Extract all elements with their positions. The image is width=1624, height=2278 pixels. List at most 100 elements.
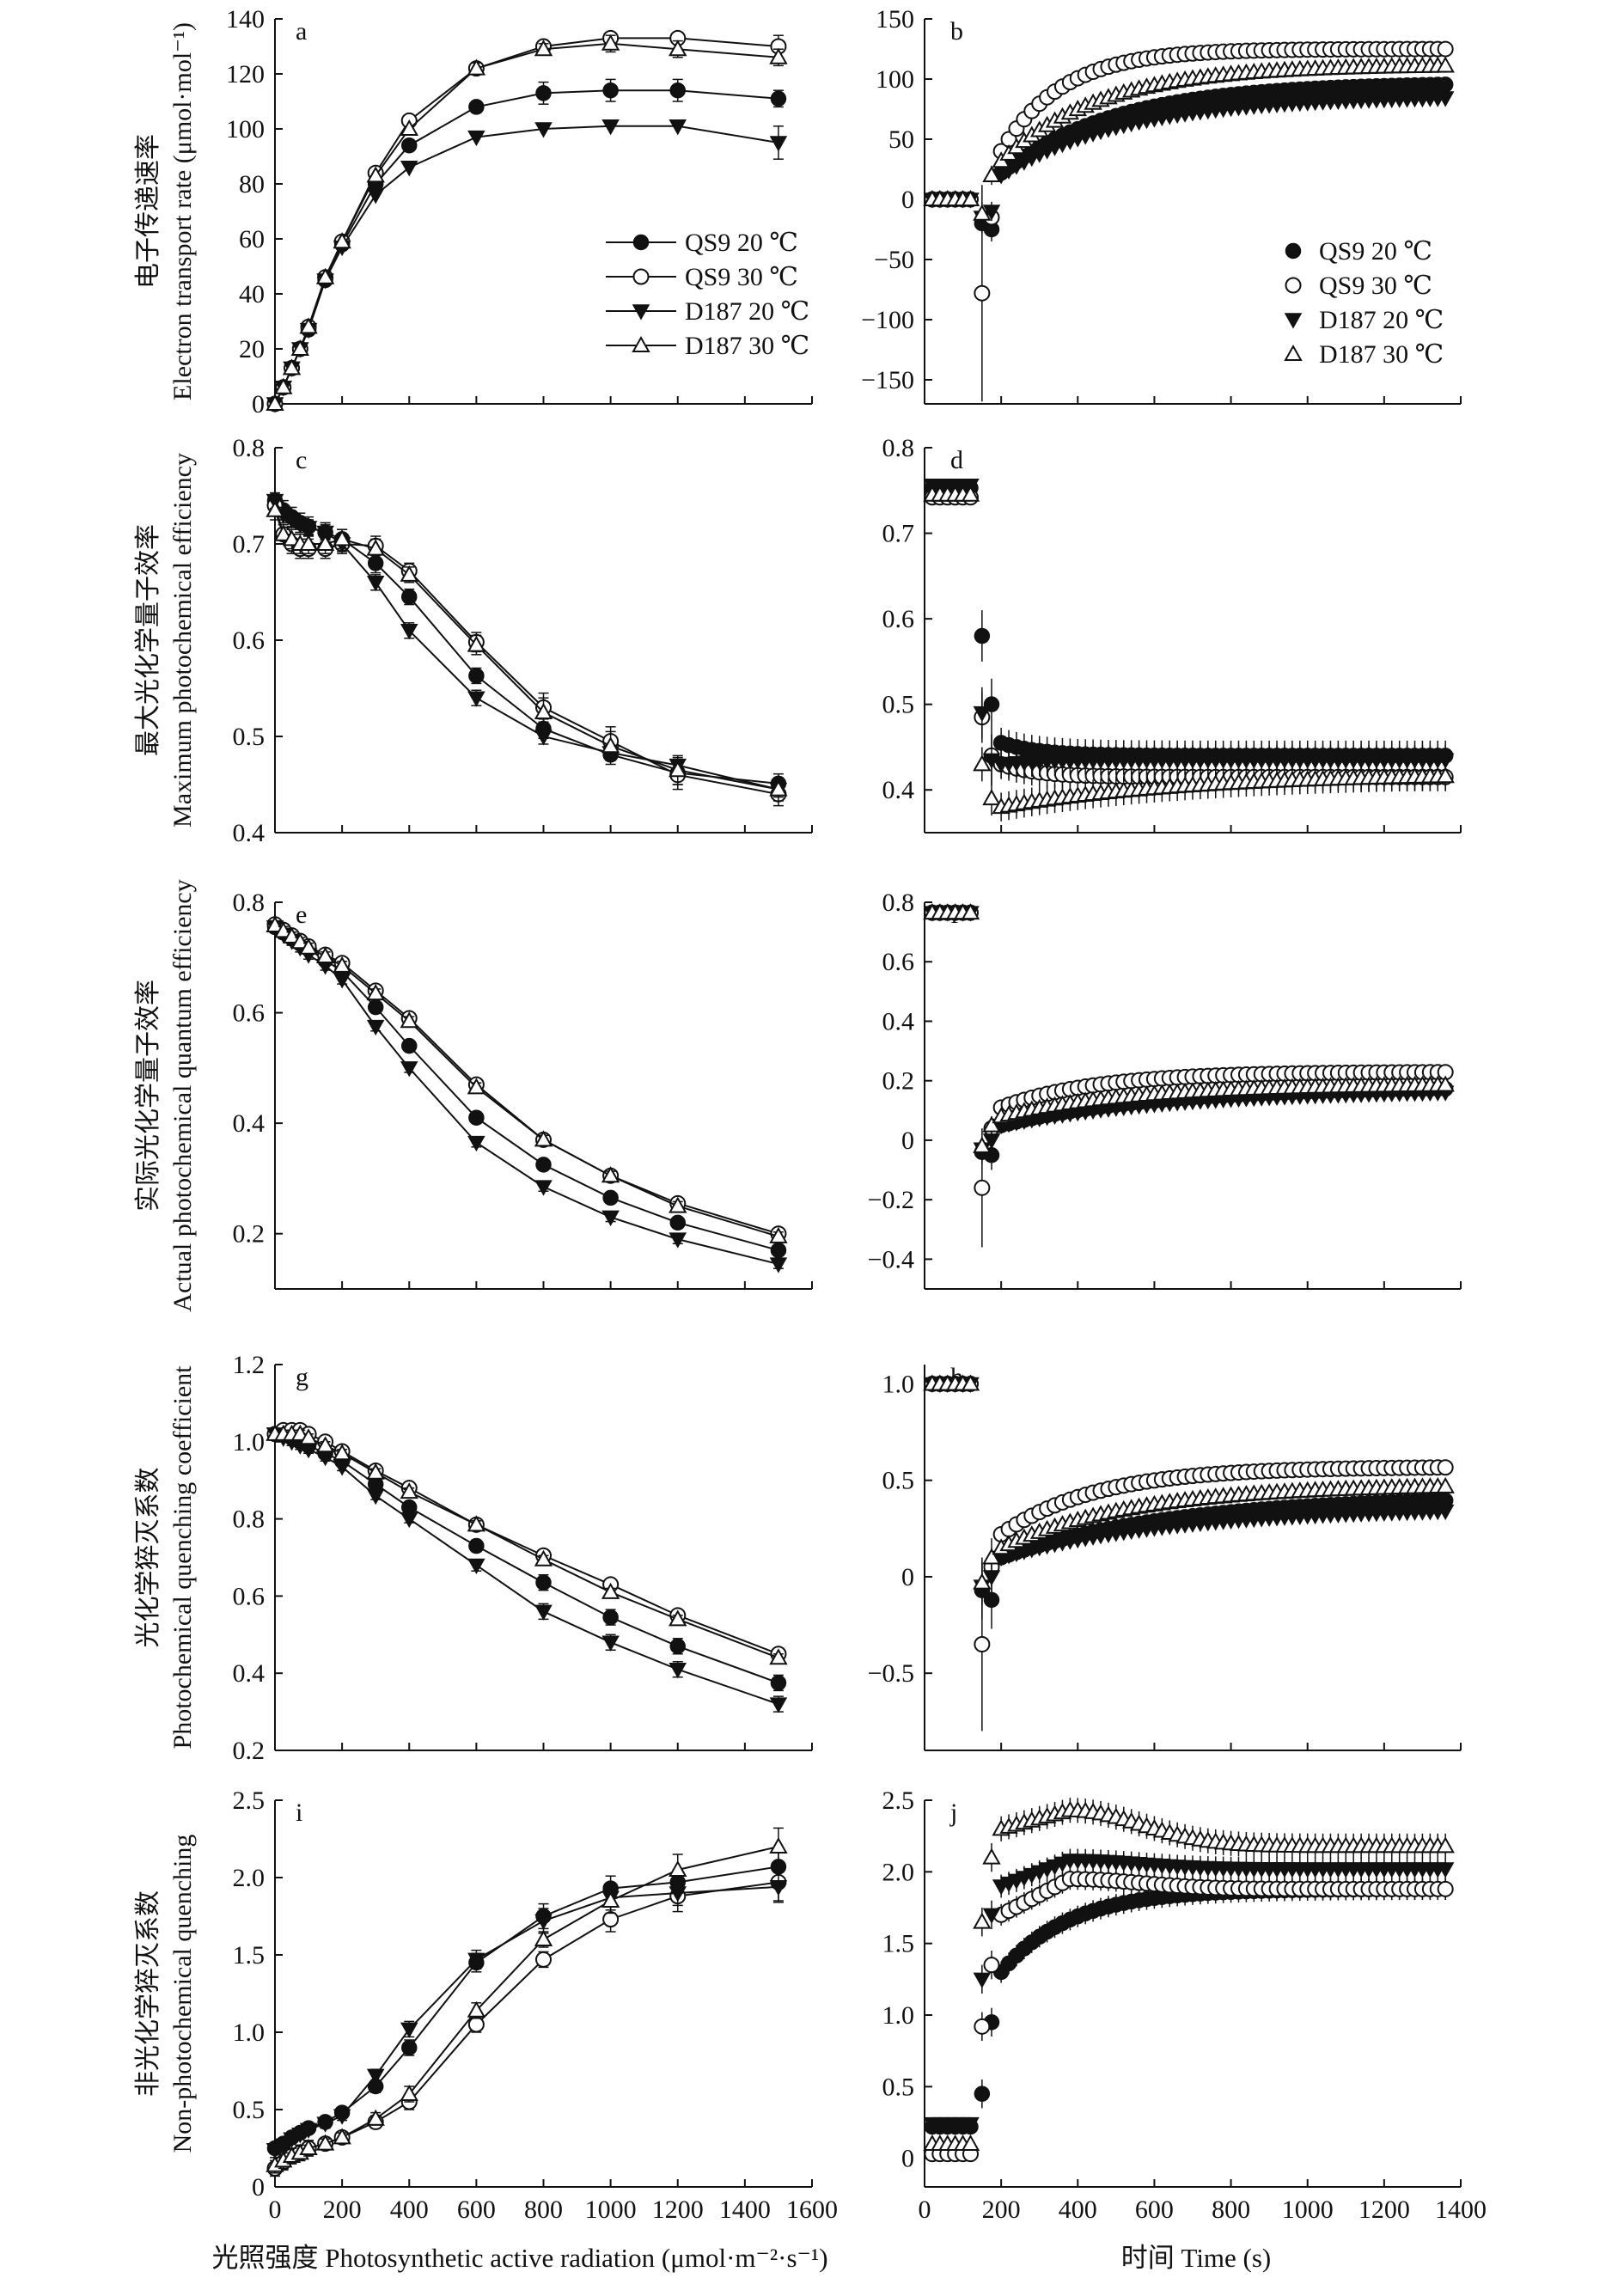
data-point xyxy=(467,691,485,707)
data-point xyxy=(266,915,284,932)
data-point xyxy=(669,40,687,57)
data-point xyxy=(974,284,991,302)
data-point xyxy=(769,1836,788,1854)
data-point xyxy=(602,1189,619,1206)
data-point xyxy=(982,1847,1001,1865)
x-tick-label: 1600 xyxy=(786,2196,838,2224)
legend-marker xyxy=(632,268,650,285)
data-point xyxy=(602,1609,619,1626)
y-tick-label: 0.6 xyxy=(233,1582,266,1610)
data-point xyxy=(401,2039,418,2056)
y-tick-label: 100 xyxy=(226,115,265,144)
series-QS9-20-℃ xyxy=(924,479,1454,771)
y-tick-label: 80 xyxy=(239,170,265,198)
legend-label: QS9 30 ℃ xyxy=(685,263,798,291)
y-tick-label: 60 xyxy=(239,225,265,253)
y-tick-label: −0.2 xyxy=(868,1186,914,1214)
data-point xyxy=(282,926,302,944)
data-point xyxy=(366,539,385,556)
data-point xyxy=(534,122,553,138)
series-QS9-30-℃ xyxy=(924,1868,1454,2163)
y-axis-label-en: Actual photochemical quantum efficiency xyxy=(168,879,197,1311)
data-point xyxy=(315,946,335,963)
data-point xyxy=(535,1574,552,1591)
panel-d: 0.4 0.5 0.6 0.7 0.8 d xyxy=(882,434,1462,834)
y-axis-label-en: Photochemical quenching coefficient xyxy=(168,1365,197,1750)
series-D187-20-℃ xyxy=(266,1871,788,2159)
data-point xyxy=(974,1179,991,1196)
y-tick-label: 150 xyxy=(876,5,914,34)
data-point xyxy=(467,58,486,76)
panel-g: 0.2 0.4 0.6 0.8 1.0 1.2 g 光化学猝灭系数 Photochemical … xyxy=(134,1351,813,1765)
legend-label: D187 20 ℃ xyxy=(685,297,809,326)
data-point xyxy=(973,1972,992,1988)
data-point xyxy=(982,789,1001,806)
data-point xyxy=(535,1951,552,1968)
data-point xyxy=(961,485,980,502)
data-point xyxy=(534,40,553,57)
data-point xyxy=(1437,1459,1454,1476)
data-point xyxy=(282,529,302,547)
data-point xyxy=(974,1636,991,1653)
y-tick-label: 40 xyxy=(239,280,265,308)
y-tick-label: 120 xyxy=(226,60,265,89)
legend-label: D187 30 ℃ xyxy=(1319,340,1444,369)
x-tick-label: 600 xyxy=(457,2196,496,2224)
series-line xyxy=(274,1881,779,2170)
data-point xyxy=(467,635,486,652)
y-axis-label-zh: 电子传递速率 xyxy=(134,134,162,289)
legend-marker xyxy=(632,335,650,352)
panel-b: 150 100 50 0 −50 −100 −150 b QS9 20 ℃ QS9 30 ℃ D18… xyxy=(861,5,1462,405)
y-tick-label: 1.0 xyxy=(882,1370,915,1398)
y-tick-label: 0.4 xyxy=(233,1109,266,1138)
data-point xyxy=(974,2086,991,2102)
panel-c: 0.4 0.5 0.6 0.7 0.8 c 最大光化学量子效率 Maximum photoch… xyxy=(134,434,813,847)
data-point xyxy=(400,119,418,136)
y-tick-label: 2.0 xyxy=(882,1858,915,1886)
data-point xyxy=(400,2022,418,2038)
series-D187-30-℃ xyxy=(266,499,788,802)
data-point xyxy=(366,1019,385,1036)
y-tick-label: 0.5 xyxy=(882,691,915,719)
series-line xyxy=(274,1429,779,1655)
series-D187-30-℃ xyxy=(923,56,1455,226)
panel-label: g xyxy=(296,1363,308,1391)
data-point xyxy=(601,119,620,136)
data-point xyxy=(769,1697,788,1713)
data-point xyxy=(333,529,351,547)
y-tick-label: −0.4 xyxy=(868,1245,914,1273)
data-point xyxy=(468,1537,485,1554)
y-tick-label: 1.5 xyxy=(882,1930,915,1958)
y-axis-label-en: Maximum photochemical efficiency xyxy=(168,453,197,828)
legend-marker xyxy=(1285,277,1302,294)
panel-label: i xyxy=(296,1799,302,1827)
data-point xyxy=(333,956,351,973)
y-tick-label: 1.5 xyxy=(233,1941,266,1970)
data-point xyxy=(769,47,788,64)
data-point xyxy=(468,668,485,684)
y-tick-label: 0.8 xyxy=(882,434,915,462)
data-point xyxy=(401,137,418,154)
y-tick-label: 0.2 xyxy=(233,1737,266,1765)
data-point xyxy=(467,1135,485,1152)
data-point xyxy=(401,1037,418,1054)
y-tick-label: 0.5 xyxy=(233,2096,266,2124)
panel-j: 0 0.5 1.0 1.5 2.0 2.5 0 200 400 600 800 1000 1200 140… xyxy=(882,1786,1487,2224)
data-point xyxy=(1436,56,1455,73)
data-point xyxy=(333,973,351,989)
data-point xyxy=(366,166,385,183)
x-axis-label-right: 时间 Time (s) xyxy=(1121,2243,1272,2273)
data-point xyxy=(315,267,335,284)
data-point xyxy=(770,1242,787,1259)
data-point xyxy=(769,1257,788,1273)
x-axis-label-left: 光照强度 Photosynthetic active radiation (μm… xyxy=(211,2243,827,2273)
y-tick-label: 2.5 xyxy=(233,1786,266,1815)
data-point xyxy=(467,1558,485,1575)
data-point xyxy=(299,317,318,334)
y-tick-label: −100 xyxy=(861,306,914,334)
y-tick-label: 0.6 xyxy=(882,605,915,633)
data-point xyxy=(1437,1880,1454,1897)
data-point xyxy=(1436,766,1455,784)
series-line xyxy=(274,510,779,791)
series-D187-30-℃ xyxy=(923,903,1455,1156)
